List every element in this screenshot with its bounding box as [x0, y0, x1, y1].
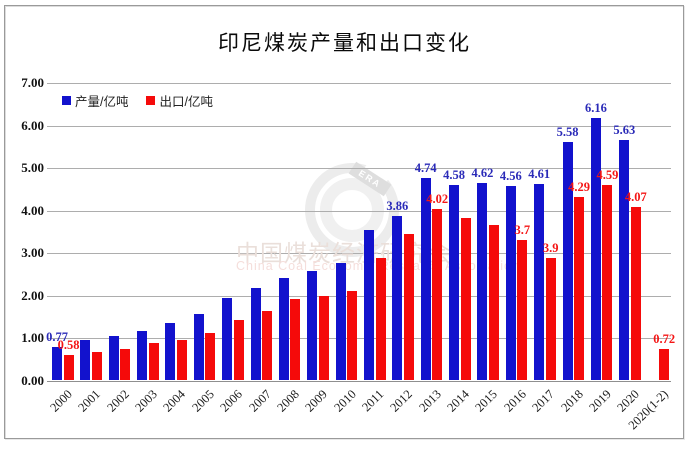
export-bar [347, 291, 358, 380]
export-bar [205, 333, 216, 380]
data-label: 0.77 [46, 330, 68, 345]
watermark-logo: ERA [305, 158, 399, 257]
export-bar [290, 299, 301, 380]
production-bar [80, 339, 91, 380]
y-axis-tick-label: 3.00 [21, 245, 44, 261]
export-bar [517, 239, 528, 380]
gridline [47, 83, 671, 84]
production-bar [534, 183, 545, 380]
data-label: 5.58 [556, 125, 579, 140]
production-bar [364, 229, 374, 380]
data-label: 3.86 [386, 198, 409, 213]
export-bar [602, 184, 613, 380]
gridline [47, 168, 671, 170]
data-label: 4.56 [499, 168, 522, 183]
production-bar [449, 185, 460, 380]
data-label: 4.29 [568, 180, 590, 195]
export-bar [545, 257, 556, 380]
production-bar [392, 215, 403, 380]
chart-title: 印尼煤炭产量和出口变化 [218, 31, 471, 55]
legend-label-production: 产量/亿吨 [75, 95, 129, 109]
data-label: 4.07 [624, 189, 647, 204]
data-label: 3.7 [514, 222, 531, 237]
export-bar [375, 258, 386, 380]
production-bar [222, 298, 233, 380]
data-label: 6.16 [584, 100, 607, 115]
export-bar [262, 310, 273, 380]
gridline [47, 253, 671, 255]
production-bar [52, 347, 62, 380]
production-bar [562, 142, 573, 380]
export-bar [120, 348, 131, 380]
export-bar [432, 208, 443, 380]
data-label: 4.74 [414, 161, 437, 176]
export-bar [460, 217, 471, 380]
data-label: 0.72 [653, 332, 676, 347]
y-axis-tick-label: 2.00 [21, 287, 44, 303]
production-bar [307, 271, 318, 380]
export-bar [91, 351, 102, 380]
data-label: 3.9 [542, 240, 559, 255]
export-bar [403, 233, 414, 380]
export-bar [63, 355, 74, 380]
production-bar [165, 323, 176, 380]
data-label: 4.02 [426, 191, 449, 206]
production-bar [250, 287, 261, 380]
production-bar [420, 178, 431, 380]
production-bar [590, 117, 601, 380]
export-bar [318, 296, 329, 380]
export-bar [488, 224, 499, 380]
y-axis-tick-label: 7.00 [21, 75, 44, 90]
data-label: 4.61 [528, 166, 551, 181]
gridline [47, 381, 671, 382]
y-axis-tick-label: 5.00 [21, 160, 44, 176]
legend-item-production: 产量/亿吨 [62, 91, 128, 110]
production-bar [477, 183, 488, 380]
legend-item-export: 出口/亿吨 [146, 91, 213, 110]
production-swatch-icon [62, 96, 71, 105]
gridline [47, 210, 671, 212]
production-bar [108, 335, 119, 380]
gridline [47, 125, 671, 127]
data-label: 4.59 [596, 167, 619, 182]
export-swatch-icon [146, 96, 156, 105]
legend-label-export: 出口/亿吨 [159, 95, 213, 109]
data-label: 4.58 [443, 168, 466, 183]
production-bar [335, 262, 346, 380]
y-axis-tick-label: 4.00 [21, 202, 44, 218]
production-bar [619, 140, 630, 380]
gridline [47, 338, 671, 340]
export-bar [630, 206, 641, 380]
export-bar [574, 197, 585, 380]
y-axis-tick-label: 6.00 [21, 117, 44, 133]
y-axis-tick-label: 0.00 [21, 373, 44, 388]
chart-frame [4, 5, 684, 439]
plot-area: 0.77 0.58 2000 2001 2002 2003 2004 2005 2006 2007… [46, 83, 675, 432]
data-label: 0.58 [57, 338, 80, 353]
production-bar [193, 314, 204, 380]
production-bar [278, 277, 289, 380]
production-bar [137, 331, 148, 380]
data-label: 4.62 [471, 166, 494, 181]
export-bar [148, 343, 159, 380]
gridline [47, 295, 671, 297]
chart-legend: 产量/亿吨 出口/亿吨 [62, 91, 213, 110]
export-bar [233, 319, 244, 380]
y-axis-tick-label: 1.00 [21, 330, 44, 346]
production-bar [505, 185, 516, 380]
watermark-text-chinese: 中国煤炭经济研究会 [236, 241, 452, 266]
export-bar [659, 349, 670, 380]
export-bar [176, 339, 187, 380]
data-label: 5.63 [613, 123, 636, 138]
